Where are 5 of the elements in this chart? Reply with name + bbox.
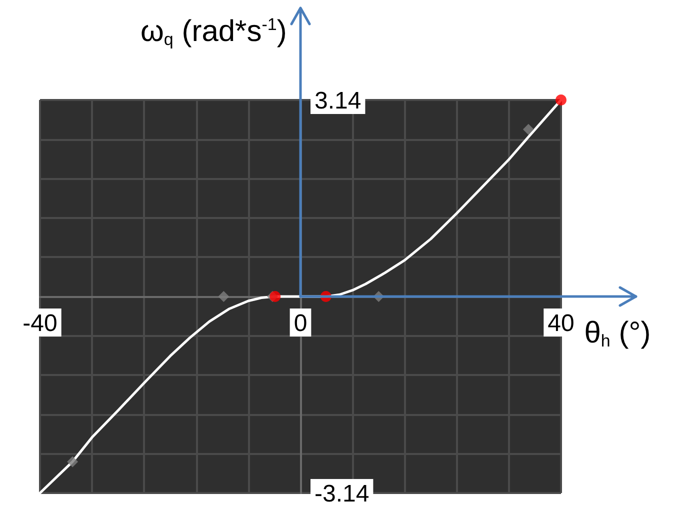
y-tick-label: -3.14 bbox=[314, 480, 370, 508]
x-tick-label: 0 bbox=[294, 310, 308, 337]
y-tick-label: 3.14 bbox=[314, 88, 362, 114]
x-tick-label: 40 bbox=[548, 310, 574, 337]
x-tick-label: -40 bbox=[22, 310, 58, 337]
